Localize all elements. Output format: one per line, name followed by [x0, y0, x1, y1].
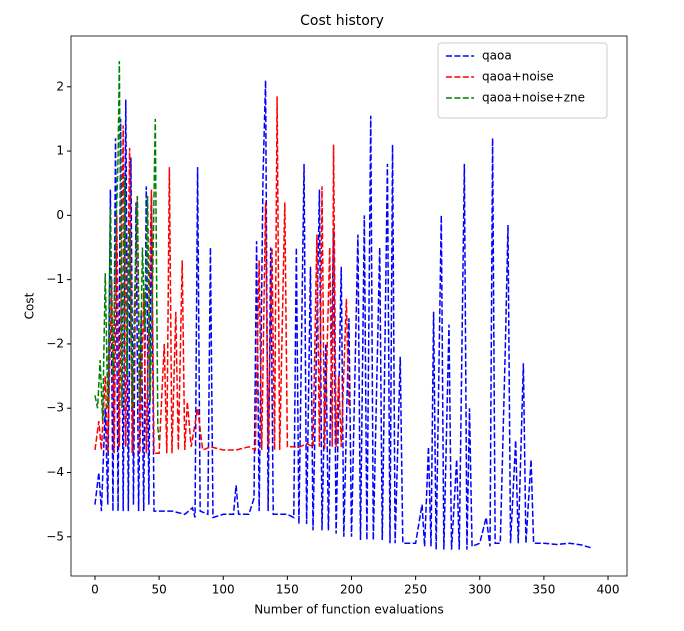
- x-tick-label: 50: [151, 583, 166, 597]
- series-line: [94, 61, 160, 441]
- x-tick-label: 300: [468, 583, 491, 597]
- y-tick-label: 0: [56, 208, 64, 222]
- y-tick-label: −5: [46, 529, 64, 543]
- y-tick-label: 1: [56, 144, 64, 158]
- legend-label: qaoa: [482, 49, 512, 63]
- legend-label: qaoa+noise: [482, 70, 554, 84]
- x-tick-label: 100: [212, 583, 235, 597]
- legend: qaoa qaoa+noise qaoa+noise+zne: [437, 42, 608, 119]
- x-tick-label: 400: [597, 583, 620, 597]
- x-tick-label: 150: [276, 583, 299, 597]
- chart-title: Cost history: [300, 13, 384, 29]
- y-tick-label: −1: [46, 272, 64, 286]
- y-tick-label: 2: [56, 79, 64, 93]
- x-tick-label: 200: [340, 583, 363, 597]
- x-tick-label: 250: [404, 583, 427, 597]
- y-axis-label: Cost: [23, 292, 37, 319]
- legend-box: [437, 42, 608, 119]
- plot-frame: [70, 35, 628, 577]
- legend-label: qaoa+noise+zne: [482, 91, 585, 105]
- x-tick-label: 350: [532, 583, 555, 597]
- y-tick-label: −4: [46, 465, 64, 479]
- y-tick-label: −2: [46, 336, 64, 350]
- y-tick-label: −3: [46, 401, 64, 415]
- x-axis-label: Number of function evaluations: [254, 603, 444, 617]
- x-tick-label: 0: [91, 583, 99, 597]
